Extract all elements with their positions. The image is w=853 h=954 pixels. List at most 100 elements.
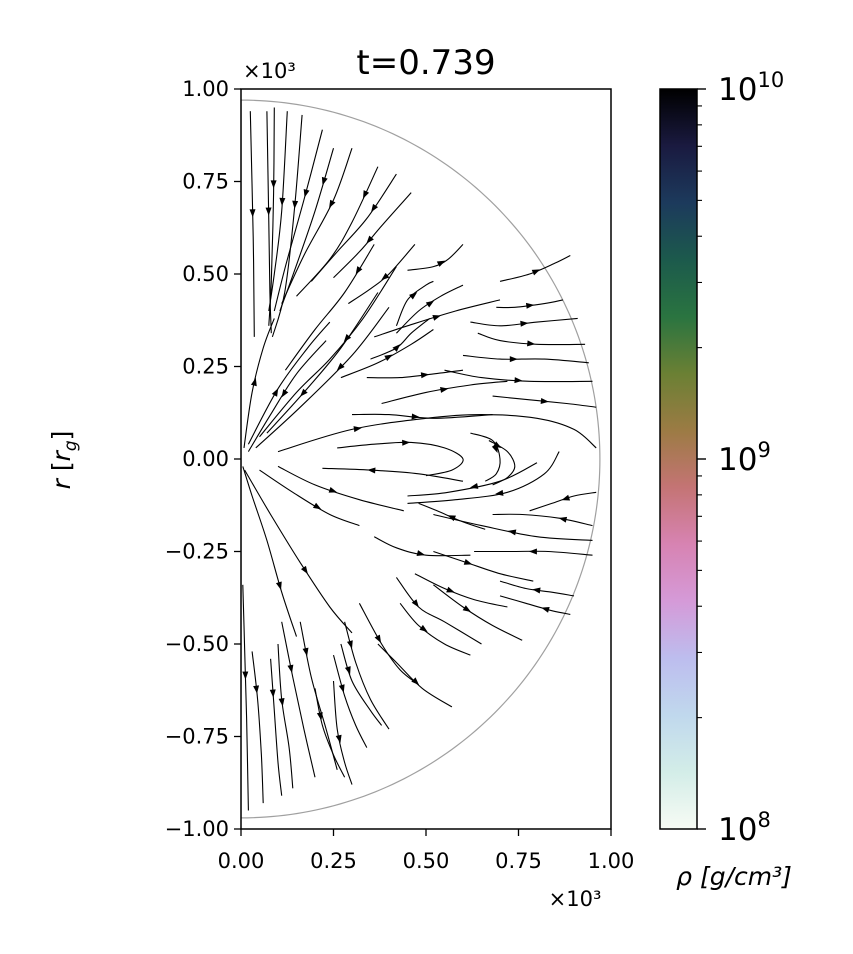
streamline: [255, 306, 390, 449]
streamline-arrow: [561, 494, 571, 501]
streamline-arrow: [402, 439, 411, 446]
streamline-arrow: [409, 292, 418, 300]
streamline-arrow: [355, 266, 363, 275]
streamline-arrow: [462, 605, 472, 612]
y-axis-label-sub: g: [61, 440, 81, 451]
streamline-arrow: [281, 389, 289, 398]
streamline-arrow: [321, 176, 328, 186]
y-scale-label: ×10³: [243, 59, 296, 83]
streamline: [266, 292, 379, 434]
streamline: [268, 111, 288, 312]
streamline-arrow: [303, 189, 310, 198]
streamline: [474, 550, 593, 556]
y-axis-label: r [rg]: [47, 431, 81, 490]
streamline-arrow: [367, 467, 376, 474]
streamline: [377, 643, 453, 708]
streamline-arrow: [265, 207, 272, 216]
streamline-arrow: [344, 666, 351, 675]
streamline-arrow: [531, 269, 541, 276]
streamline: [407, 462, 538, 497]
y-tick-label: 0.00: [182, 447, 229, 471]
streamline: [477, 332, 586, 346]
y-tick-label: 0.75: [182, 170, 229, 194]
colorbar-tick-label: 109: [718, 438, 771, 478]
streamline-arrow: [249, 209, 256, 218]
streamline-arrow: [366, 235, 374, 244]
streamline: [266, 111, 272, 334]
streamline-arrow: [425, 300, 435, 308]
streamline: [344, 621, 390, 730]
streamline: [332, 680, 353, 785]
streamline: [407, 451, 560, 504]
y-tick-label: −0.25: [165, 540, 229, 564]
streamline-arrow: [392, 344, 401, 352]
streamline: [462, 354, 589, 364]
plot-area: [241, 99, 601, 819]
streamline-arrow: [416, 550, 426, 556]
streamline: [277, 643, 294, 789]
x-tick-label: 0.50: [403, 849, 450, 873]
streamline-arrow: [329, 199, 336, 209]
streamline: [340, 643, 383, 726]
streamline: [395, 577, 482, 645]
x-tick-label: 1.00: [588, 849, 635, 873]
streamline-arrow: [440, 387, 449, 393]
streamline: [414, 573, 508, 608]
streamline-arrow: [279, 197, 286, 206]
y-tick-label: 0.50: [182, 262, 229, 286]
streamline: [499, 595, 571, 615]
streamline-arrow: [411, 599, 419, 608]
y-tick-label: −0.75: [165, 725, 229, 749]
streamline: [529, 491, 597, 512]
y-axis: 1.00 0.75 0.50 0.25 0.00 −0.25 −0.50 −0.75 −1.00: [165, 77, 241, 841]
streamline-arrow: [343, 333, 352, 343]
streamline: [247, 321, 331, 445]
streamline: [407, 244, 464, 271]
streamline-arrow: [436, 260, 446, 267]
streamline: [366, 369, 464, 379]
x-axis: 0.00 0.25 0.50 0.75 1.00: [218, 829, 635, 873]
streamline-arrow: [419, 624, 428, 633]
streamline: [470, 432, 501, 482]
streamline-arrow: [420, 372, 430, 379]
streamline-arrow: [302, 647, 309, 657]
streamline-arrow: [491, 444, 498, 453]
streamline-arrow: [328, 486, 338, 493]
streamline: [310, 173, 397, 282]
streamline: [492, 513, 593, 527]
streamline: [322, 467, 464, 482]
streamline: [281, 148, 353, 304]
x-scale-label: ×10³: [549, 887, 602, 911]
streamline: [444, 369, 593, 383]
streamline-arrow: [532, 587, 541, 594]
streamline: [433, 513, 593, 541]
y-tick-label: 1.00: [182, 77, 229, 101]
streamline: [273, 129, 323, 312]
streamline: [470, 317, 578, 327]
colorbar-ticks: 1010 109 108: [697, 68, 784, 848]
streamline-arrow: [541, 606, 550, 613]
streamline-arrow: [527, 340, 536, 347]
colorbar: [659, 88, 698, 830]
streamline-arrow: [300, 565, 308, 575]
streamlines: [242, 107, 597, 811]
streamline: [251, 651, 264, 804]
streamline-arrow: [432, 314, 441, 321]
streamline-arrow: [371, 203, 379, 213]
streamline-arrow: [292, 200, 299, 209]
y-axis-label-sub-base: r: [47, 449, 76, 461]
streamline: [277, 414, 597, 453]
streamline-arrow: [381, 272, 390, 281]
streamline: [374, 299, 501, 338]
chart-title: t=0.739: [356, 43, 495, 83]
streamline-arrow: [253, 685, 260, 694]
streamline: [373, 536, 471, 557]
streamline-arrow: [270, 180, 277, 189]
streamline-arrow: [509, 356, 518, 363]
streamline-arrow: [346, 640, 353, 649]
streamline: [399, 602, 471, 656]
streamline: [279, 148, 335, 312]
streamline: [271, 114, 303, 338]
x-tick-label: 0.75: [495, 849, 542, 873]
